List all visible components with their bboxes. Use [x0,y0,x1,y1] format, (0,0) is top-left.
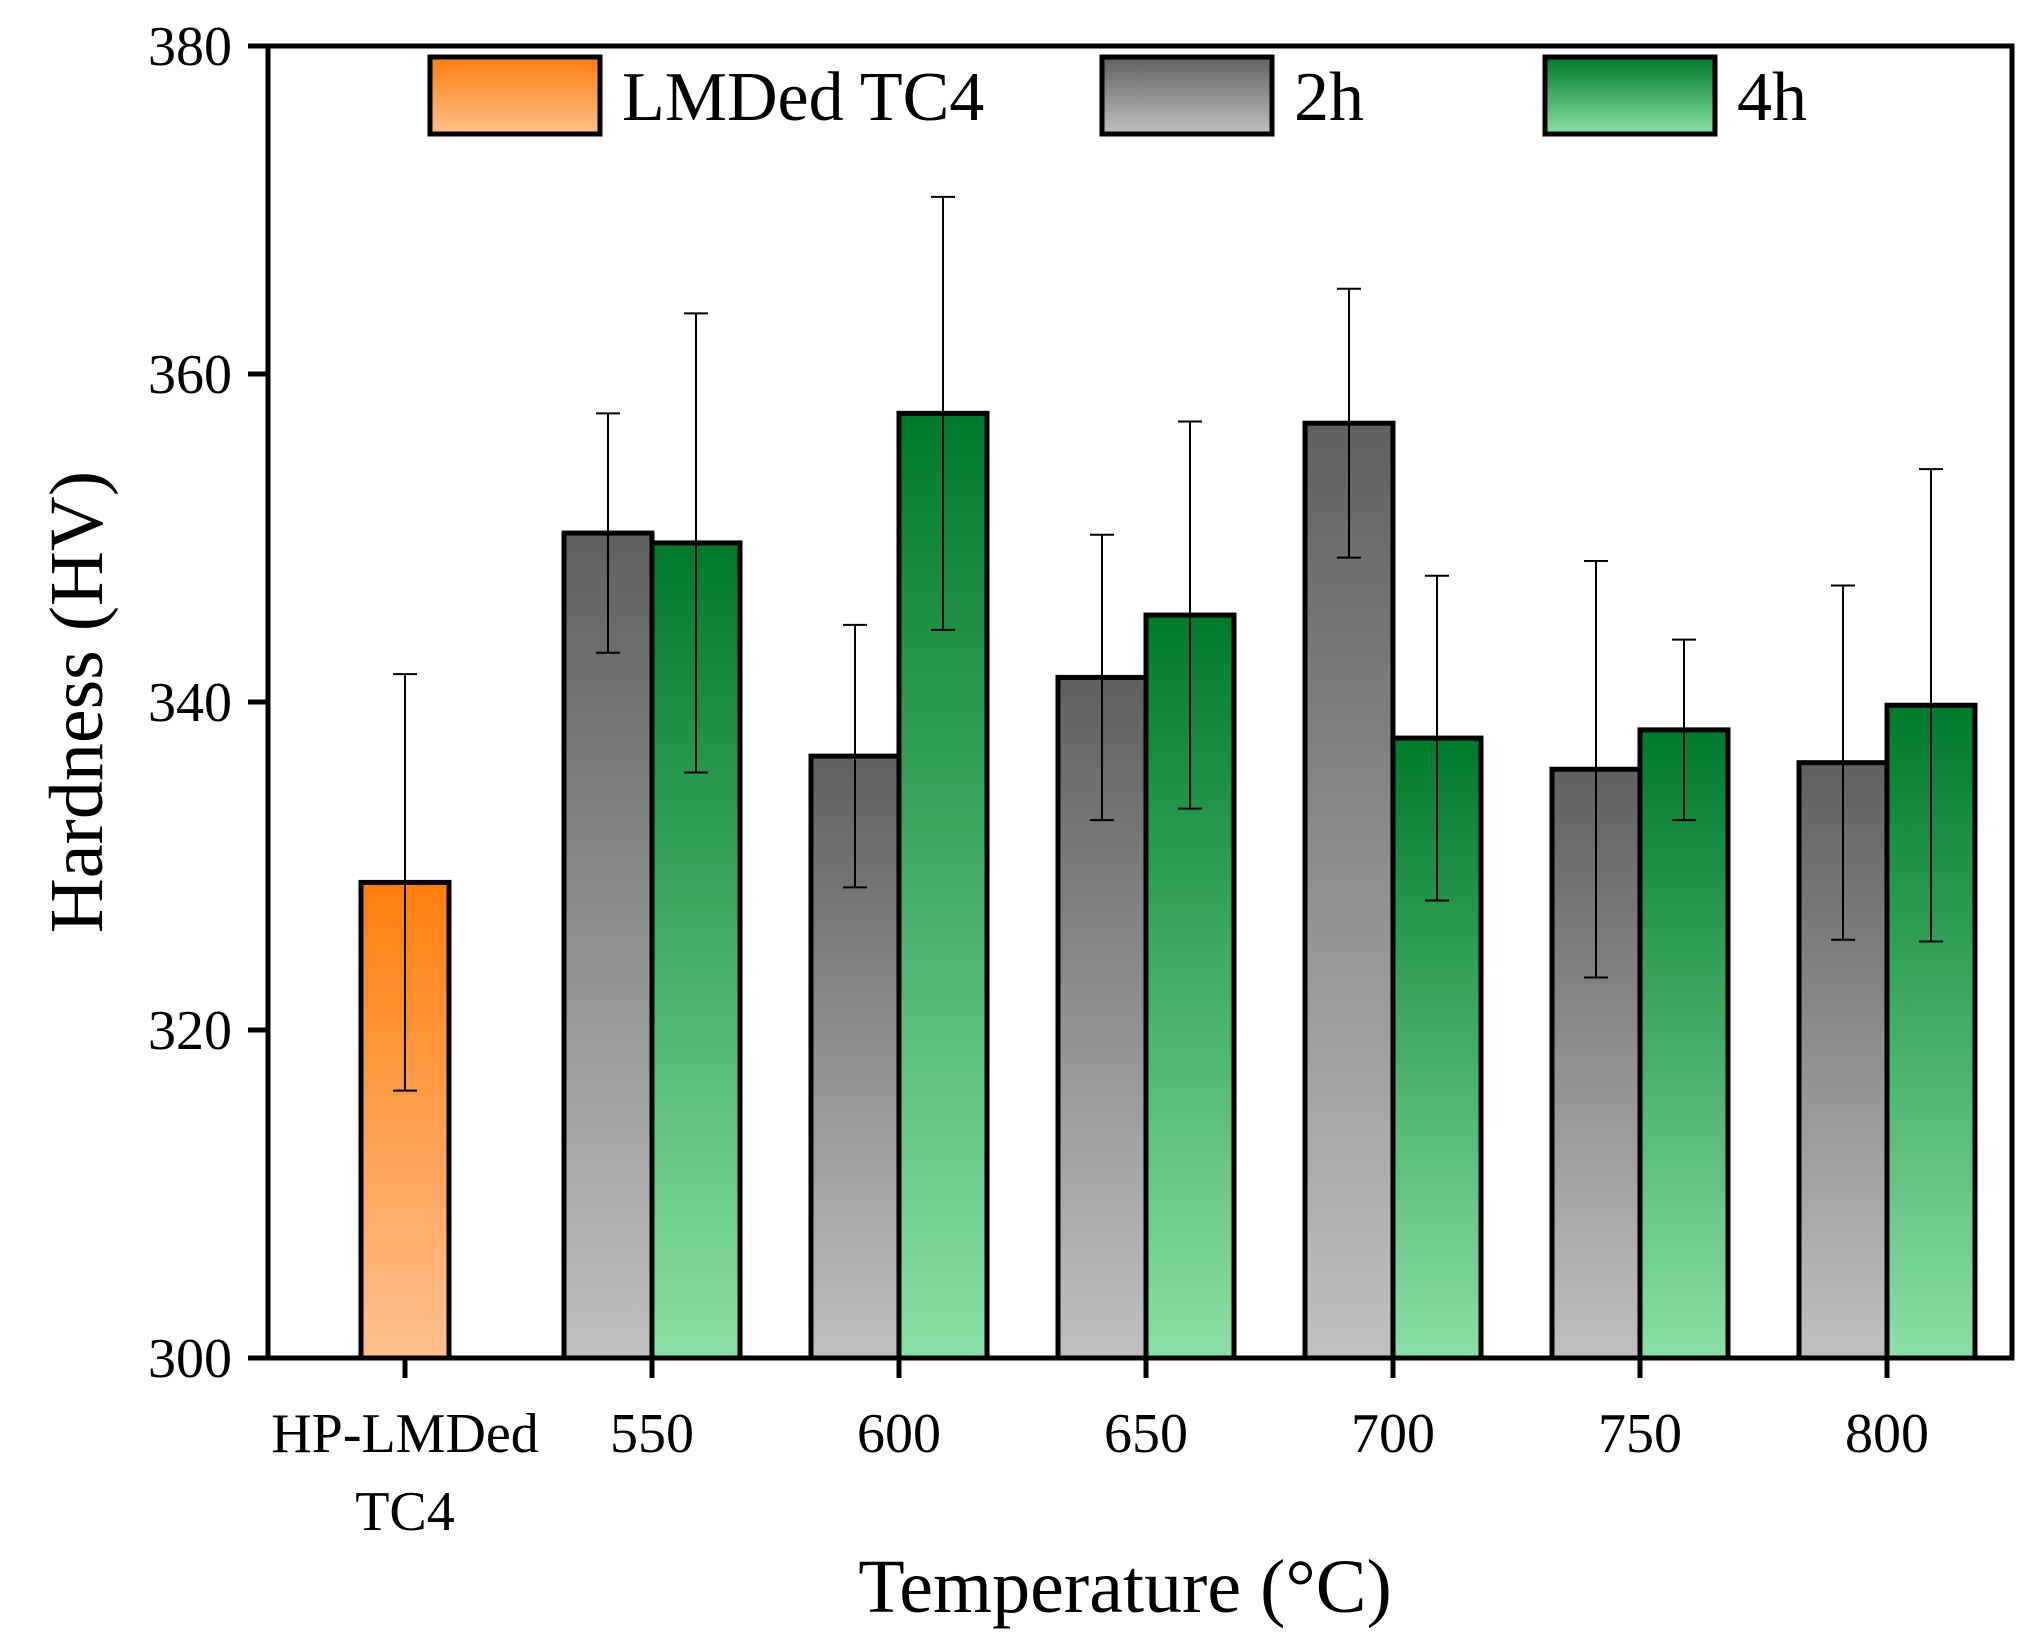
legend-label-h2: 2h [1294,59,1364,136]
legend: LMDed TC4 2h 4h [427,54,1807,137]
error-bar-h2-800 [1831,584,1855,941]
x-tick-label-750: 750 [1598,1403,1682,1465]
legend-item-h2: 2h [1099,54,1364,137]
x-tick-label-600: 600 [857,1403,941,1465]
legend-swatch-lmded [427,54,603,137]
legend-swatch-h4 [1542,54,1718,137]
error-bars-layer [393,195,1943,1092]
error-bar-h2-750 [1584,559,1608,979]
x-tick-label-HP-LMDed: HP-LMDed [271,1403,539,1465]
error-bar-h4-650 [1178,420,1202,810]
legend-label-lmded: LMDed TC4 [622,59,984,136]
y-tick-label-360: 360 [148,344,232,406]
bar-h4-750 [1637,727,1731,1361]
error-bar-h2-600 [843,623,867,889]
error-bar-h4-550 [684,312,708,774]
error-bar-h2-700 [1337,287,1361,559]
x-tick-label-650: 650 [1104,1403,1188,1465]
y-tick-label-300: 300 [148,1328,232,1390]
x-axis: HP-LMDed TC4 550 600 650 700 750 800 [271,1358,1929,1543]
x-tick-label-700: 700 [1351,1403,1435,1465]
error-bar-h2-650 [1090,533,1114,822]
bars-layer [358,410,1978,1361]
error-bar-h2-550 [596,412,620,654]
error-bar-h4-700 [1425,574,1449,902]
error-bar-lmded-HP-LMDed-TC4 [393,673,417,1092]
error-bar-h4-600 [931,195,955,631]
bar-h2-700 [1302,420,1396,1361]
error-bar-h4-800 [1919,468,1943,943]
error-bar-h4-750 [1672,638,1696,822]
x-axis-title: Temperature (°C) [858,1545,1392,1629]
legend-item-h4: 4h [1542,54,1807,137]
legend-label-h4: 4h [1737,59,1807,136]
legend-swatch-h2 [1099,54,1275,137]
x-tick-label-800: 800 [1845,1403,1929,1465]
y-axis-title: Hardness (HV) [35,471,119,933]
bar-h4-600 [896,410,990,1361]
x-tick-label-550: 550 [610,1403,694,1465]
y-tick-label-320: 320 [148,1000,232,1062]
y-axis: 300 320 340 360 380 [148,16,268,1390]
bar-h2-550 [561,530,655,1361]
legend-item-lmded: LMDed TC4 [427,54,984,137]
y-tick-label-340: 340 [148,672,232,734]
x-tick-label-TC4: TC4 [355,1481,455,1543]
y-tick-label-380: 380 [148,16,232,78]
